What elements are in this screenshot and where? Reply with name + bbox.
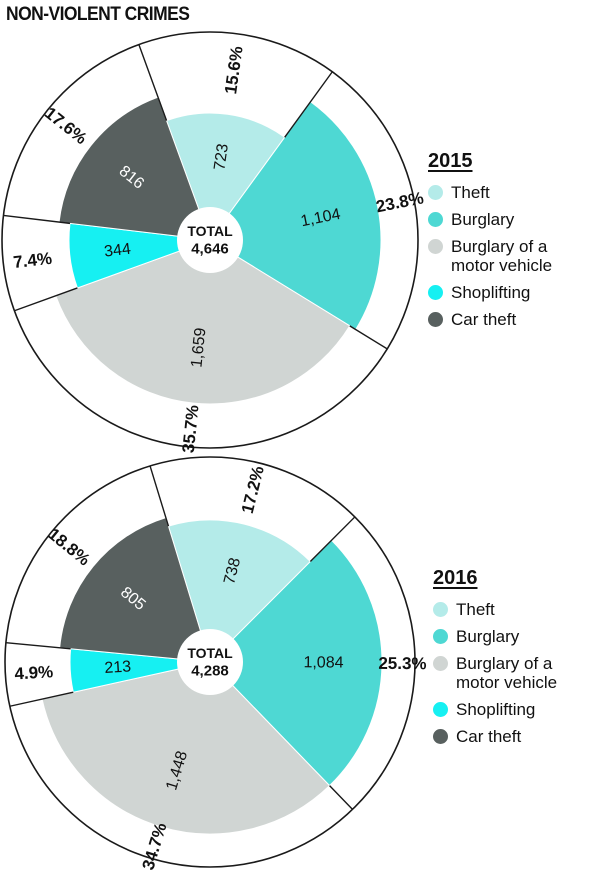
legend-swatch	[428, 212, 443, 227]
legend-label: Burglary of a motor vehicle	[456, 654, 558, 692]
slice-divider	[349, 325, 388, 350]
legend-label: Burglary of a motor vehicle	[451, 237, 553, 275]
legend-item-shoplifting: Shoplifting	[428, 283, 591, 302]
legend-swatch	[433, 729, 448, 744]
value-label-theft: 738	[221, 556, 244, 586]
legend-label: Burglary	[451, 210, 515, 229]
legend-item-burglary: Burglary	[428, 210, 591, 229]
legend-swatch	[428, 185, 443, 200]
percent-label-burglary-of-a-motor-vehicle: 35.7%	[179, 404, 203, 454]
legend-label: Shoplifting	[451, 283, 531, 302]
legend-label: Theft	[456, 600, 495, 619]
legend-item-burglary: Burglary	[433, 627, 592, 646]
legend-label: Car theft	[456, 727, 522, 746]
legend-swatch	[428, 239, 443, 254]
slice-car-theft	[58, 96, 211, 241]
legend-label: Burglary	[456, 627, 520, 646]
legend-label: Car theft	[451, 310, 517, 329]
slice-divider	[9, 691, 74, 707]
legend-year: 2015	[428, 150, 473, 172]
total-value: 4,646	[191, 241, 229, 258]
legend-item-car-theft: Car theft	[433, 727, 592, 746]
center-hole	[177, 629, 243, 695]
percent-label-shoplifting: 4.9%	[14, 662, 54, 683]
legend-item-car-theft: Car theft	[428, 310, 591, 329]
value-label-burglary: 1,084	[303, 654, 343, 671]
slice-burglary	[209, 101, 382, 331]
legend-item-burglary-of-a-motor-vehicle: Burglary of a motor vehicle	[433, 654, 592, 692]
legend-swatch	[428, 312, 443, 327]
slice-divider	[284, 71, 333, 138]
slice-theft	[167, 519, 312, 663]
total-label: TOTAL	[187, 223, 233, 239]
legend-item-theft: Theft	[428, 183, 591, 202]
legend-item-theft: Theft	[433, 600, 592, 619]
legend-swatch	[433, 629, 448, 644]
center-hole	[177, 207, 243, 273]
total-value: 4,288	[191, 663, 229, 680]
legend-label: Theft	[451, 183, 490, 202]
slice-divider	[329, 785, 353, 810]
legend-swatch	[433, 602, 448, 617]
value-label-shoplifting: 213	[104, 658, 132, 677]
percent-label-shoplifting: 7.4%	[12, 249, 53, 272]
slice-divider	[309, 516, 356, 563]
slice-divider	[14, 287, 78, 312]
legend-swatch	[433, 656, 448, 671]
legend-item-burglary-of-a-motor-vehicle: Burglary of a motor vehicle	[428, 237, 591, 275]
value-label-burglary-of-a-motor-vehicle: 1,659	[188, 327, 209, 369]
legend-label: Shoplifting	[456, 700, 536, 719]
slice-divider	[138, 44, 168, 121]
slice-divider	[3, 214, 71, 225]
value-label-shoplifting: 344	[103, 241, 132, 261]
page-title: NON-VIOLENT CRIMES	[6, 4, 190, 25]
legend-item-shoplifting: Shoplifting	[433, 700, 592, 719]
percent-label-burglary: 25.3%	[378, 654, 426, 673]
total-label: TOTAL	[187, 645, 233, 661]
legend-swatch	[433, 702, 448, 717]
pie-chart-2015: 72315.6%1,10423.8%1,65935.7%3447.4%81617…	[1, 31, 425, 454]
slice-divider	[5, 641, 71, 650]
value-label-theft: 723	[211, 143, 232, 172]
legend-2016: 2016 Theft Burglary Burglary of a motor veh…	[433, 567, 592, 754]
slice-theft	[165, 112, 286, 242]
legend-swatch	[428, 285, 443, 300]
slice-divider	[149, 465, 170, 527]
legend-2015: 2015 Theft Burglary Burglary of a motor veh…	[428, 150, 591, 337]
legend-year: 2016	[433, 567, 478, 589]
slice-car-theft	[59, 516, 211, 663]
slice-burglary-of-a-motor-vehicle	[55, 239, 351, 405]
slice-burglary	[209, 539, 383, 787]
slice-burglary-of-a-motor-vehicle	[41, 661, 331, 835]
